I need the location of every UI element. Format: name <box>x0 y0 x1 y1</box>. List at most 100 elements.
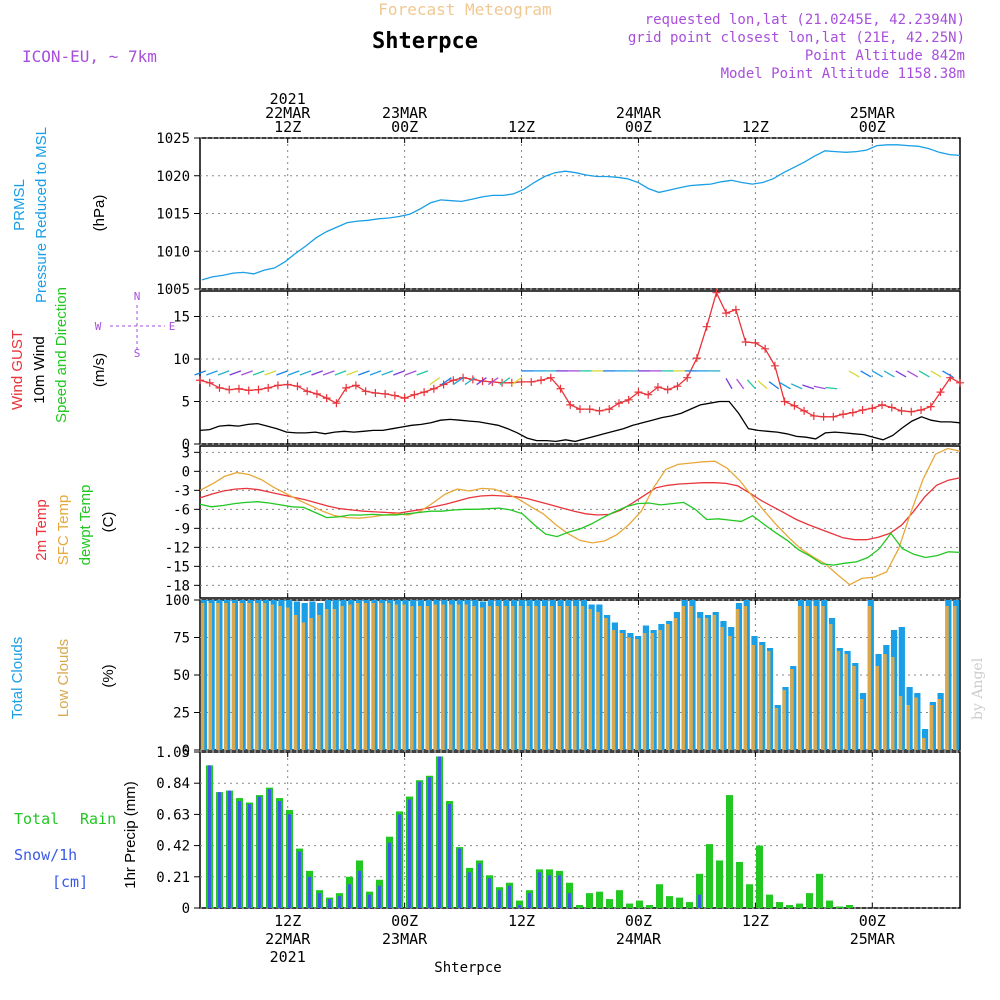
y-tick-label: 0 <box>182 464 190 480</box>
gust-marker <box>644 390 653 399</box>
snow-unit-label: [cm] <box>52 873 88 891</box>
low-cloud-bar <box>898 696 903 750</box>
wind-direction-arrow <box>499 377 511 386</box>
gust-marker <box>731 305 740 314</box>
gust-marker <box>381 389 390 398</box>
rain-bar <box>756 845 763 908</box>
rain-bar <box>706 844 713 908</box>
gust-marker <box>429 384 438 393</box>
dewpt-label: dewpt Temp <box>77 485 94 566</box>
rain-bar <box>626 903 633 908</box>
gust-marker <box>361 387 370 396</box>
wind-direction-arrow <box>404 370 417 376</box>
gust-marker <box>683 373 692 382</box>
low-cloud-bar <box>735 609 740 750</box>
pressure-line <box>201 144 961 281</box>
gust-marker <box>273 381 282 390</box>
wind-direction-arrow <box>813 385 826 390</box>
snow-bar <box>458 848 461 908</box>
wind-direction-arrow <box>381 370 394 376</box>
snow-bar <box>528 893 531 908</box>
snow-bar <box>478 863 481 908</box>
rain-bar <box>616 890 623 908</box>
dewpt-line <box>199 501 961 566</box>
compass-east: E <box>169 320 176 333</box>
rain-bar <box>656 884 663 908</box>
low-cloud-bar <box>479 607 484 750</box>
low-cloud-bar <box>448 604 453 750</box>
gust-marker <box>351 381 360 390</box>
top-time-label: 00Z <box>391 118 418 136</box>
gust-marker <box>322 394 331 403</box>
rain-bar <box>776 902 783 908</box>
low-cloud-bar <box>503 606 507 750</box>
y-tick-label: 50 <box>173 668 190 684</box>
low-cloud-bar <box>224 603 228 750</box>
low-cloud-bar <box>720 627 724 750</box>
bottom-time-label: 00Z <box>391 912 418 930</box>
compass-cross <box>110 305 165 350</box>
low-cloud-bar <box>790 669 794 750</box>
low-cloud-bar <box>317 615 321 750</box>
pressure-label: PRMSL <box>11 179 28 231</box>
wind-direction-arrow <box>918 370 930 378</box>
wind-direction-arrow <box>487 377 499 386</box>
gust-marker <box>770 361 779 370</box>
wind-direction-arrow <box>429 377 441 386</box>
y-tick-label: -3 <box>173 483 190 499</box>
y-tick-label: 1010 <box>156 244 190 260</box>
y-tick-label: 100 <box>165 593 190 609</box>
bottom-time-label: 12Z <box>508 912 535 930</box>
snow-bar <box>218 792 221 908</box>
gust-marker <box>283 380 292 389</box>
gust-marker <box>780 397 789 406</box>
low-cloud-bar <box>953 606 957 750</box>
rain-bar <box>746 884 753 908</box>
rain-bar <box>646 905 653 908</box>
gust-marker <box>878 400 887 409</box>
gust-marker <box>439 380 448 389</box>
snow-bar <box>488 878 491 908</box>
low-cloud-bar <box>565 606 569 750</box>
y-tick-label: 0.42 <box>156 839 190 855</box>
gust-marker <box>264 383 273 392</box>
snow-bar <box>418 781 421 908</box>
cloud-unit: (%) <box>100 664 117 687</box>
low-cloud-bar <box>704 618 709 750</box>
gust-marker <box>420 388 429 397</box>
gust-marker <box>196 376 204 385</box>
wind-label: 10m Wind <box>31 336 48 404</box>
snow-bar <box>398 814 401 908</box>
y-tick-label: 25 <box>173 706 190 722</box>
y-tick-label: 10 <box>173 352 190 368</box>
sfc-temp-label: SFC Temp <box>55 495 72 566</box>
bottom-time-label: 25MAR <box>850 930 896 948</box>
gust-marker <box>829 412 838 421</box>
gust-marker <box>751 338 760 347</box>
low-cloud-bar <box>627 637 631 750</box>
snow-bar <box>238 801 241 908</box>
rain-bar <box>716 860 723 908</box>
wind-unit: (m/s) <box>91 353 108 387</box>
sfc-temp-line <box>199 447 961 586</box>
total-cloud-bar <box>898 627 905 750</box>
gust-marker <box>225 385 234 394</box>
snow-bar <box>338 896 341 908</box>
bottom-time-label: 24MAR <box>616 930 662 948</box>
gust-marker <box>332 399 341 408</box>
low-cloud-bar <box>689 606 693 750</box>
gust-marker <box>634 388 643 397</box>
gust-marker <box>790 401 799 410</box>
low-cloud-bar <box>410 606 414 750</box>
gust-marker <box>234 384 243 393</box>
low-cloud-bar <box>495 606 499 750</box>
low-cloud-bar <box>417 606 422 750</box>
low-cloud-bar <box>945 606 949 750</box>
snow-bar <box>348 884 351 908</box>
wind-direction-arrow <box>511 377 522 386</box>
bottom-time-label: 12Z <box>742 912 769 930</box>
precip-unit: 1hr Precip (mm) <box>122 781 139 889</box>
rain-bar <box>516 900 523 908</box>
gust-marker <box>459 373 468 382</box>
